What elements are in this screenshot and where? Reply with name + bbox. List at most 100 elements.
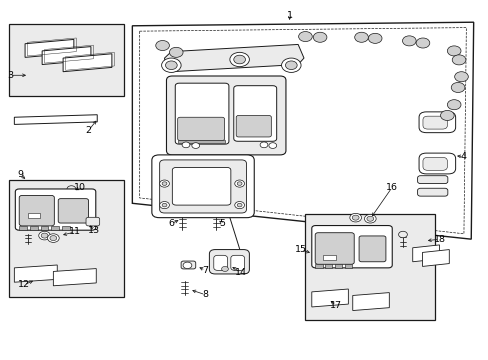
Text: 16: 16 bbox=[385, 183, 397, 192]
Circle shape bbox=[349, 213, 361, 222]
Circle shape bbox=[191, 143, 199, 148]
FancyBboxPatch shape bbox=[418, 153, 455, 174]
FancyBboxPatch shape bbox=[358, 236, 385, 262]
Polygon shape bbox=[63, 54, 112, 72]
FancyBboxPatch shape bbox=[181, 261, 195, 269]
Circle shape bbox=[169, 47, 183, 57]
Circle shape bbox=[234, 180, 244, 187]
FancyBboxPatch shape bbox=[19, 195, 54, 226]
Circle shape bbox=[298, 32, 312, 41]
Polygon shape bbox=[412, 245, 439, 262]
Bar bbox=[9, 180, 124, 297]
FancyBboxPatch shape bbox=[86, 217, 100, 226]
Circle shape bbox=[237, 203, 242, 207]
Polygon shape bbox=[14, 115, 97, 125]
Text: 13: 13 bbox=[88, 226, 100, 235]
Text: 6: 6 bbox=[168, 219, 174, 228]
Circle shape bbox=[354, 32, 367, 42]
Circle shape bbox=[285, 61, 297, 69]
FancyBboxPatch shape bbox=[159, 160, 246, 213]
Bar bbox=[30, 226, 38, 230]
FancyBboxPatch shape bbox=[422, 157, 447, 170]
Circle shape bbox=[237, 182, 242, 185]
Circle shape bbox=[451, 55, 465, 65]
Circle shape bbox=[159, 202, 169, 209]
Polygon shape bbox=[53, 269, 96, 286]
Circle shape bbox=[162, 182, 166, 185]
Text: 18: 18 bbox=[433, 235, 445, 244]
Circle shape bbox=[221, 266, 228, 271]
Text: 4: 4 bbox=[460, 152, 466, 161]
FancyBboxPatch shape bbox=[177, 117, 224, 140]
FancyBboxPatch shape bbox=[213, 255, 227, 270]
Text: 7: 7 bbox=[202, 266, 208, 275]
FancyBboxPatch shape bbox=[422, 116, 447, 129]
Bar bbox=[315, 264, 322, 268]
Bar bbox=[9, 24, 124, 96]
FancyBboxPatch shape bbox=[418, 112, 455, 133]
Circle shape bbox=[183, 262, 191, 269]
FancyBboxPatch shape bbox=[236, 116, 271, 137]
FancyBboxPatch shape bbox=[417, 188, 447, 196]
Circle shape bbox=[450, 82, 464, 93]
Bar bbox=[325, 264, 331, 268]
Polygon shape bbox=[164, 44, 304, 72]
Text: 11: 11 bbox=[69, 228, 81, 237]
Circle shape bbox=[234, 202, 244, 209]
FancyBboxPatch shape bbox=[175, 83, 228, 144]
Bar bbox=[27, 213, 40, 219]
Circle shape bbox=[364, 215, 375, 223]
Text: 17: 17 bbox=[329, 301, 342, 310]
Polygon shape bbox=[42, 46, 91, 64]
Circle shape bbox=[47, 234, 59, 242]
Circle shape bbox=[366, 216, 373, 221]
Text: 15: 15 bbox=[294, 246, 306, 255]
FancyBboxPatch shape bbox=[311, 226, 391, 268]
Circle shape bbox=[313, 32, 326, 42]
Polygon shape bbox=[25, 40, 74, 57]
Bar bbox=[177, 140, 224, 143]
Text: 12: 12 bbox=[18, 280, 30, 289]
Polygon shape bbox=[311, 289, 347, 307]
Circle shape bbox=[162, 203, 166, 207]
Text: 10: 10 bbox=[74, 183, 85, 192]
Circle shape bbox=[67, 186, 76, 192]
Circle shape bbox=[440, 111, 453, 121]
Text: 8: 8 bbox=[202, 290, 208, 299]
Bar bbox=[305, 214, 434, 320]
Circle shape bbox=[161, 58, 181, 72]
FancyBboxPatch shape bbox=[315, 233, 353, 264]
Polygon shape bbox=[14, 265, 57, 282]
Text: 9: 9 bbox=[17, 170, 23, 179]
Circle shape bbox=[351, 215, 358, 220]
FancyBboxPatch shape bbox=[230, 255, 244, 270]
Circle shape bbox=[182, 142, 189, 148]
FancyBboxPatch shape bbox=[172, 167, 230, 205]
Circle shape bbox=[447, 46, 460, 56]
Circle shape bbox=[50, 235, 57, 240]
Text: 14: 14 bbox=[234, 268, 246, 277]
Circle shape bbox=[402, 36, 415, 46]
Circle shape bbox=[39, 231, 50, 240]
Circle shape bbox=[454, 72, 468, 82]
FancyBboxPatch shape bbox=[417, 176, 447, 184]
Circle shape bbox=[281, 58, 301, 72]
Circle shape bbox=[229, 52, 249, 67]
Bar bbox=[41, 226, 48, 230]
Circle shape bbox=[415, 38, 429, 48]
Text: 2: 2 bbox=[85, 126, 91, 135]
Bar bbox=[322, 255, 335, 260]
Circle shape bbox=[233, 55, 245, 64]
FancyBboxPatch shape bbox=[209, 249, 249, 274]
Circle shape bbox=[367, 33, 381, 43]
Bar bbox=[19, 226, 27, 230]
Bar bbox=[62, 226, 70, 230]
Circle shape bbox=[156, 41, 169, 50]
Polygon shape bbox=[132, 22, 473, 239]
Circle shape bbox=[260, 142, 267, 148]
Circle shape bbox=[165, 61, 177, 69]
Polygon shape bbox=[422, 249, 448, 266]
Text: 1: 1 bbox=[286, 10, 292, 19]
Circle shape bbox=[159, 180, 169, 187]
Bar bbox=[51, 226, 59, 230]
